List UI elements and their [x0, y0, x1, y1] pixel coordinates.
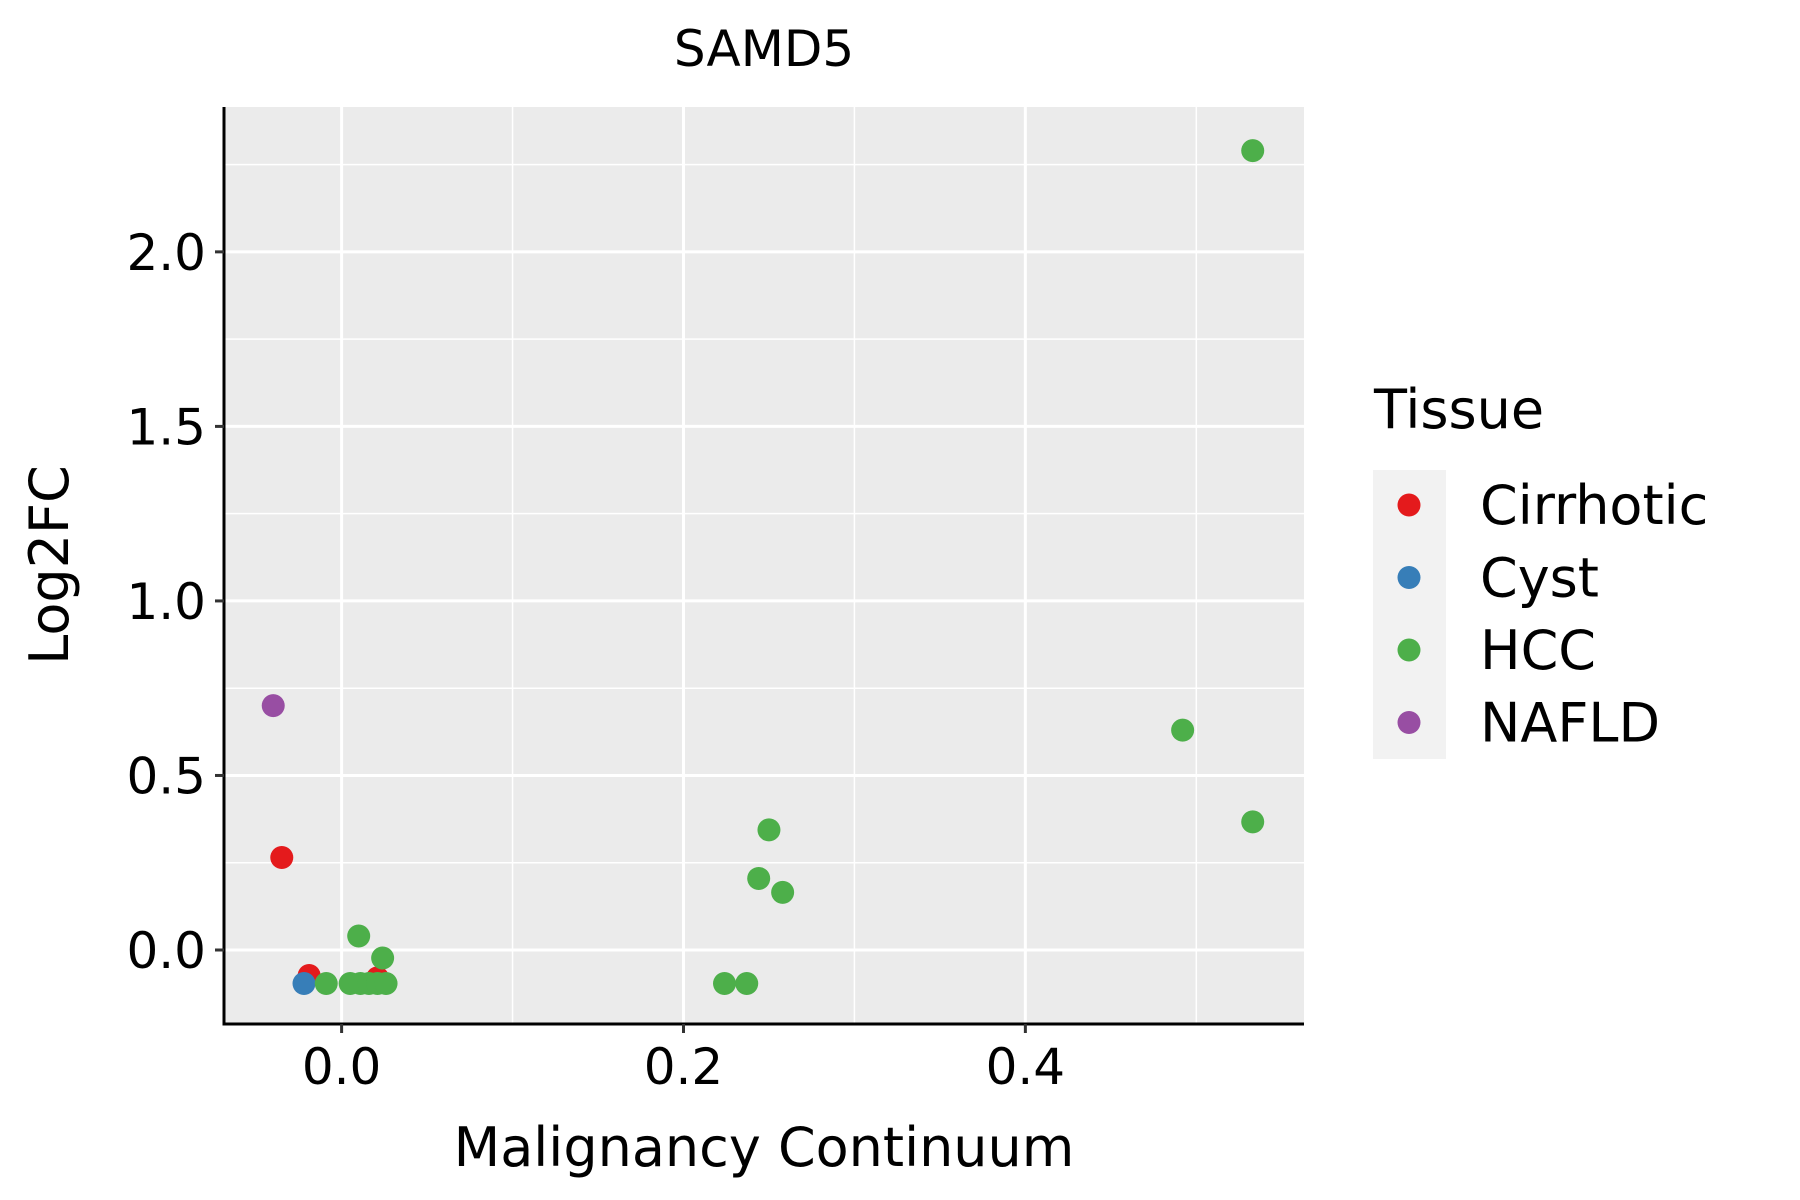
y-tick-label: 1.5 [126, 398, 206, 456]
legend-label: Cyst [1480, 547, 1599, 610]
legend: Tissue Cirrhotic Cyst HCC NAFLD [1373, 378, 1708, 759]
point-hcc [757, 818, 781, 842]
legend-title: Tissue [1373, 378, 1544, 441]
legend-key-nafld [1397, 711, 1421, 734]
gridlines [224, 107, 1304, 1024]
legend-label: NAFLD [1480, 692, 1660, 755]
x-tick-label: 0.0 [302, 1038, 382, 1096]
y-tick-label: 0.0 [126, 922, 206, 980]
point-hcc [347, 924, 371, 948]
axis-ticks: 0.0 0.2 0.4 0.0 0.5 1.0 1.5 2.0 [126, 224, 1065, 1096]
y-tick-label: 1.0 [126, 573, 206, 631]
chart-title: SAMD5 [674, 20, 854, 78]
point-hcc [747, 866, 771, 890]
legend-key-cirrhotic [1397, 493, 1421, 517]
y-tick-label: 2.0 [126, 224, 206, 282]
point-nafld [261, 694, 285, 718]
point-hcc [1171, 718, 1195, 742]
point-hcc [771, 880, 795, 904]
y-axis-label: Log2FC [18, 465, 81, 665]
legend-label: Cirrhotic [1480, 474, 1708, 537]
point-hcc [314, 972, 338, 996]
point-hcc [735, 972, 759, 996]
point-hcc [1241, 139, 1265, 163]
x-tick-label: 0.2 [644, 1038, 724, 1096]
point-cirrhotic [270, 845, 294, 869]
x-tick-label: 0.4 [986, 1038, 1066, 1096]
legend-label: HCC [1480, 619, 1596, 682]
point-hcc [713, 972, 737, 996]
legend-key-cyst [1397, 566, 1421, 589]
legend-key-hcc [1397, 638, 1421, 662]
point-hcc [1241, 810, 1265, 834]
legend-key-background [1373, 470, 1446, 759]
point-hcc [371, 946, 395, 970]
x-axis-label: Malignancy Continuum [454, 1116, 1075, 1179]
data-points [261, 139, 1265, 996]
point-cyst [292, 972, 316, 996]
y-tick-label: 0.5 [126, 747, 206, 805]
point-hcc [374, 972, 398, 996]
